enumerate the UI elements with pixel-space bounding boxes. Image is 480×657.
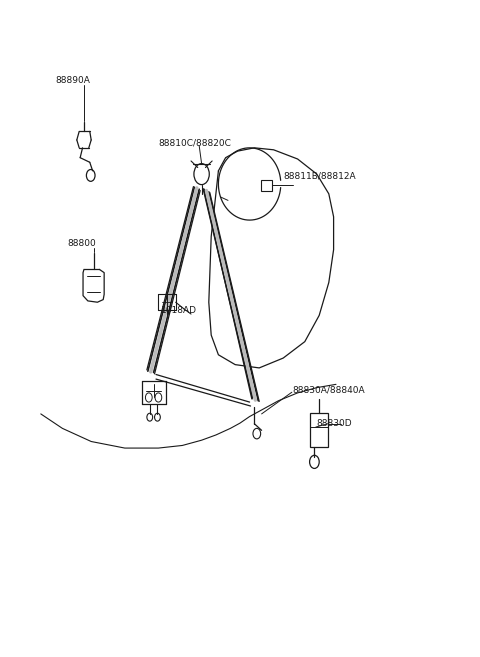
- Text: 88890A: 88890A: [55, 76, 90, 85]
- Text: 88800: 88800: [67, 239, 96, 248]
- Text: 88811B/88812A: 88811B/88812A: [283, 171, 356, 181]
- Text: 88810C/88820C: 88810C/88820C: [158, 139, 231, 148]
- Text: 88830D: 88830D: [317, 419, 352, 428]
- Text: 88830A/88840A: 88830A/88840A: [293, 385, 365, 394]
- Bar: [261, 180, 272, 191]
- Text: 1018AD: 1018AD: [161, 306, 197, 315]
- Bar: [310, 413, 328, 447]
